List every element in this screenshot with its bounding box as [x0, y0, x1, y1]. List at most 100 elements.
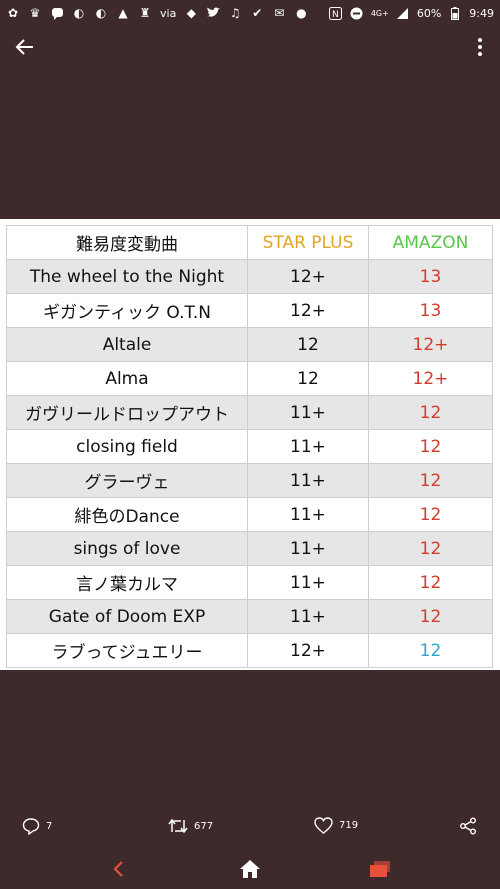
nav-recents-button[interactable]: [367, 856, 393, 882]
amazon-level: 13: [368, 259, 493, 294]
table-row: ガヴリールドロップアウト 11+ 12: [6, 395, 493, 430]
back-button[interactable]: [13, 35, 37, 59]
star-plus-level: 11+: [247, 395, 369, 430]
nav-back-button[interactable]: [105, 856, 131, 882]
clock: 9:49: [469, 6, 494, 20]
home-icon: [240, 860, 260, 878]
reply-button[interactable]: 7: [22, 817, 52, 835]
header-star-plus: STAR PLUS: [247, 225, 369, 260]
star-plus-level: 11+: [247, 531, 369, 566]
chat-bubble-icon: [50, 6, 64, 20]
tweet-image[interactable]: 難易度変動曲 STAR PLUS AMAZON The wheel to the…: [0, 219, 500, 670]
notification-icons: ✿ ♛ ◐ ◐ ▲ ♜ via ◆ ♫ ✔ ✉ ●: [6, 6, 308, 20]
table-row: closing field 11+ 12: [6, 429, 493, 464]
table-header-row: 難易度変動曲 STAR PLUS AMAZON: [6, 225, 493, 260]
amazon-level: 12: [368, 599, 493, 634]
table-row: 言ノ葉カルマ 11+ 12: [6, 565, 493, 600]
difficulty-table: 難易度変動曲 STAR PLUS AMAZON The wheel to the…: [6, 225, 493, 668]
swirl-icon: ◐: [73, 6, 85, 20]
swirl-icon-2: ◐: [95, 6, 107, 20]
song-title: ガヴリールドロップアウト: [6, 395, 248, 430]
star-plus-level: 11+: [247, 463, 369, 498]
star-plus-level: 11+: [247, 599, 369, 634]
table-row: グラーヴェ 11+ 12: [6, 463, 493, 498]
song-title: Alma: [6, 361, 248, 396]
star-plus-level: 11+: [247, 497, 369, 532]
amazon-level: 12: [368, 565, 493, 600]
star-plus-level: 12: [247, 361, 369, 396]
signal-icon: [396, 6, 410, 20]
system-navigation-bar: [0, 852, 500, 889]
table-row: The wheel to the Night 12+ 13: [6, 259, 493, 294]
crown-icon: ♛: [29, 6, 41, 20]
tweet-actions: 7 677 719: [0, 815, 500, 841]
amazon-level: 12: [368, 531, 493, 566]
mail-icon: ✉: [274, 6, 285, 20]
network-type-label: 4G+: [370, 8, 389, 18]
nav-home-button[interactable]: [237, 856, 263, 882]
song-title: 緋色のDance: [6, 497, 248, 532]
amazon-level: 12: [368, 463, 493, 498]
table-row: Alma 12 12+: [6, 361, 493, 396]
twitter-bird-icon: [206, 6, 221, 20]
song-title: グラーヴェ: [6, 463, 248, 498]
via-label: via: [160, 6, 177, 20]
status-bar: ✿ ♛ ◐ ◐ ▲ ♜ via ◆ ♫ ✔ ✉ ● N 4G+ 60% 9: [0, 0, 500, 26]
battery-percentage: 60%: [416, 6, 442, 20]
song-title: closing field: [6, 429, 248, 464]
song-title: ラブってジュエリー: [6, 633, 248, 668]
header-amazon: AMAZON: [368, 225, 493, 260]
song-title: sings of love: [6, 531, 248, 566]
chevron-left-icon: [113, 861, 123, 877]
star-plus-level: 11+: [247, 429, 369, 464]
system-icons: N 4G+ 60% 9:49: [329, 6, 494, 20]
diamond-app-icon: ◆: [186, 6, 196, 20]
kebab-menu-icon: [478, 38, 482, 56]
amazon-level: 12: [368, 429, 493, 464]
song-title: Altale: [6, 327, 248, 362]
amazon-level: 12+: [368, 327, 493, 362]
do-not-disturb-icon: [350, 6, 364, 20]
warning-icon: ▲: [118, 6, 128, 20]
check-icon: ✔: [252, 6, 263, 20]
table-row: Altale 12 12+: [6, 327, 493, 362]
star-plus-level: 12+: [247, 259, 369, 294]
header-song: 難易度変動曲: [6, 225, 248, 260]
more-options-button[interactable]: [476, 36, 484, 58]
song-title: The wheel to the Night: [6, 259, 248, 294]
table-row: 緋色のDance 11+ 12: [6, 497, 493, 532]
flower-notification-icon: ✿: [7, 6, 19, 20]
like-button[interactable]: 719: [314, 817, 358, 834]
share-icon: [460, 817, 476, 835]
table-row: sings of love 11+ 12: [6, 531, 493, 566]
share-button[interactable]: [459, 817, 477, 835]
reply-icon: [22, 818, 40, 835]
retweet-icon: [168, 818, 188, 834]
invader-icon: ♜: [139, 6, 151, 20]
amazon-level: 13: [368, 293, 493, 328]
star-plus-level: 11+: [247, 565, 369, 600]
retweet-button[interactable]: 677: [168, 817, 213, 835]
battery-icon: [448, 6, 462, 20]
table-row: Gate of Doom EXP 11+ 12: [6, 599, 493, 634]
table-row: ラブってジュエリー 12+ 12: [6, 633, 493, 668]
heart-icon: [314, 817, 333, 834]
like-count: 719: [339, 820, 359, 831]
music-icon: ♫: [229, 6, 241, 20]
nfc-icon: N: [329, 6, 343, 20]
retweet-count: 677: [194, 820, 214, 832]
song-title: ギガンティック O.T.N: [6, 293, 248, 328]
star-plus-level: 12+: [247, 293, 369, 328]
circle-icon: ●: [296, 6, 307, 20]
song-title: Gate of Doom EXP: [6, 599, 248, 634]
svg-text:N: N: [332, 10, 339, 20]
arrow-left-icon: [15, 39, 33, 55]
song-title: 言ノ葉カルマ: [6, 565, 248, 600]
amazon-level: 12: [368, 633, 493, 668]
table-row: ギガンティック O.T.N 12+ 13: [6, 293, 493, 328]
reply-count: 7: [46, 820, 53, 832]
recents-icon: [370, 861, 390, 877]
star-plus-level: 12: [247, 327, 369, 362]
amazon-level: 12: [368, 395, 493, 430]
star-plus-level: 12+: [247, 633, 369, 668]
